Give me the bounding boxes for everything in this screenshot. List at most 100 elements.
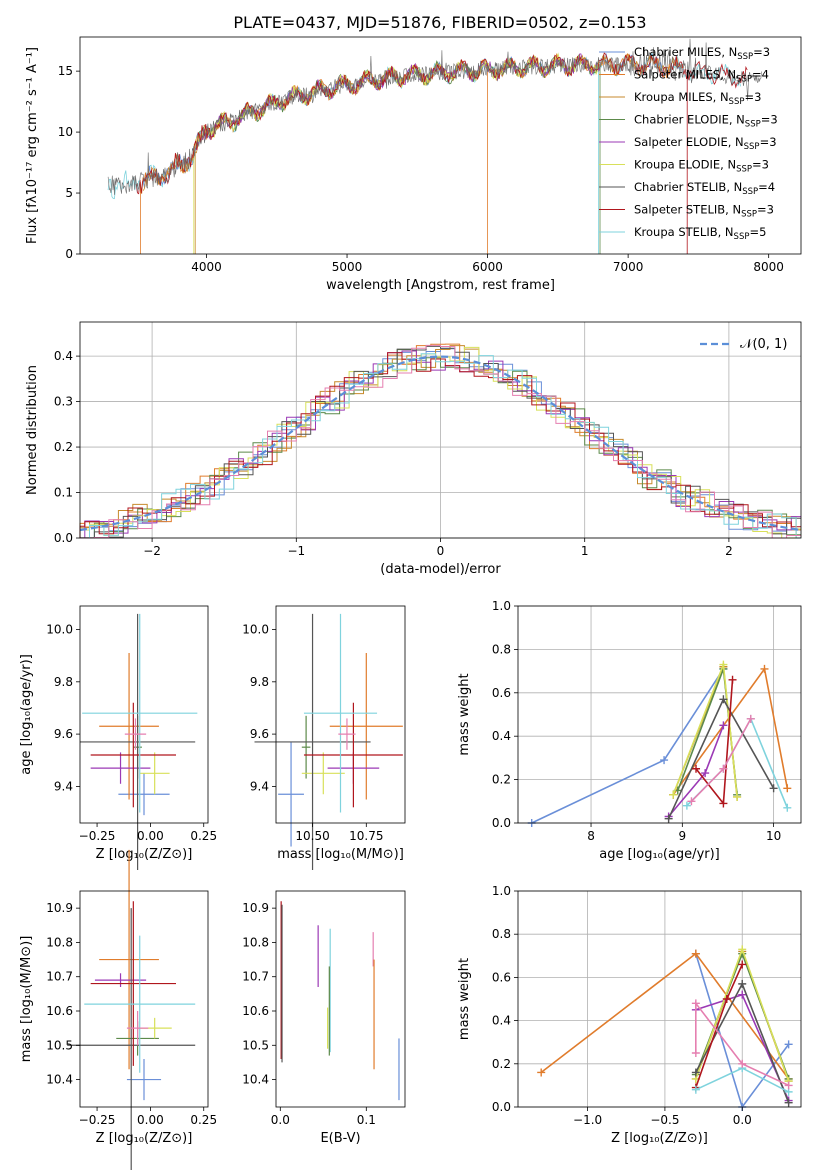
axes-frame [275, 890, 406, 1108]
x-axis-label: Z [log₁₀(Z/Z⊙)] [96, 1131, 193, 1146]
y-tick-label: 1.0 [492, 884, 511, 898]
y-tick-label: 10.4 [46, 1073, 73, 1087]
plot-area-age_vs_mass [254, 613, 403, 871]
x-tick-label: 1 [581, 544, 589, 558]
legend-value: =4 [752, 68, 769, 82]
mass-weight-marker [687, 797, 696, 806]
errorbar-point [278, 741, 304, 847]
axes-frame [517, 605, 802, 824]
errorbar-point [329, 653, 403, 800]
mass-weight-marker [701, 769, 710, 778]
legend-label: Kroupa ELODIE, NSSP=3 [634, 158, 769, 175]
x-tick-label: −2 [143, 544, 161, 558]
x-tick-label: −0.25 [79, 829, 116, 843]
x-tick-label: 10 [766, 829, 781, 843]
plot-area-mass_vs_Z [67, 849, 196, 1170]
mass-weight-marker [692, 764, 701, 773]
axes-age_vs_Z: −0.25 0.00 0.25 9.4 9.6 9.8 10.0 Z [log₁₀(Z/Z⊙)… [19, 605, 217, 862]
mass-weight-marker [719, 721, 728, 730]
x-tick-label: 0.25 [190, 1113, 217, 1127]
y-tick-label: 0.4 [54, 349, 73, 363]
legend-subscript: SSP [741, 210, 757, 220]
mass-weight-marker [664, 814, 673, 823]
legend-label: Salpeter STELIB, NSSP=3 [634, 203, 774, 220]
residual-histogram [80, 353, 801, 539]
y-tick-label: 5 [65, 186, 73, 200]
y-tick-label: 10.9 [242, 901, 269, 915]
legend-subscript: SSP [736, 165, 752, 175]
x-tick-label: 0.00 [137, 829, 164, 843]
y-tick-label: 10.6 [46, 1004, 73, 1018]
errorbar-point [126, 1011, 149, 1046]
y-tick-label: 9.6 [250, 727, 269, 741]
errorbar-point [338, 718, 356, 750]
axes-weight_vs_age: 8 9 10 0.0 0.2 0.4 0.6 0.8 1.0 age [log₁₀(age/yr)… [457, 599, 802, 862]
errorbar-point [118, 773, 170, 816]
plot-area-spectrum [107, 38, 762, 254]
errorbar-point [254, 613, 371, 871]
axes-spectrum: 4000 5000 6000 7000 8000 0 5 10 15 wavelength [An… [25, 36, 802, 293]
errorbar-point [80, 613, 196, 871]
x-tick-label: 0.00 [137, 1113, 164, 1127]
x-tick-label: 10.50 [295, 829, 329, 843]
residual-histogram [79, 352, 801, 538]
mass-weight-line [694, 1000, 789, 1087]
plot-area-weight_vs_age [527, 660, 792, 827]
y-tick-label: 0.0 [54, 531, 73, 545]
legend-value: =3 [753, 45, 770, 59]
y-tick-label: 0.4 [492, 729, 511, 743]
y-axis-label: Flux [fλ10⁻¹⁷ erg cm⁻² s⁻¹ A⁻¹] [25, 47, 40, 244]
y-tick-label: 0.2 [54, 440, 73, 454]
errorbar-point [90, 752, 151, 784]
errorbar-point [126, 1059, 162, 1101]
mass-weight-marker [746, 714, 755, 723]
axes-mass_vs_Z: −0.25 0.00 0.25 10.4 10.5 10.6 10.7 10.8 10.9 Z [… [19, 890, 217, 1146]
legend-subscript: SSP [744, 142, 760, 152]
y-axis-label: mass weight [457, 958, 472, 1040]
mass-weight-marker [722, 995, 731, 1003]
residual-histogram [80, 348, 801, 539]
y-tick-label: 10.5 [242, 1038, 269, 1052]
mass-weight-marker [691, 999, 700, 1008]
mass-weight-marker [719, 695, 728, 704]
legend-label: 𝒩(0, 1) [740, 337, 787, 352]
x-tick-label: 0.1 [357, 1113, 376, 1127]
legend-value: =4 [758, 180, 775, 194]
y-tick-label: 15 [58, 64, 73, 78]
legend-subscript: SSP [734, 232, 750, 242]
y-tick-label: 9.6 [54, 727, 73, 741]
plot-area-age_vs_Z [80, 613, 198, 871]
y-tick-label: 10.6 [242, 1004, 269, 1018]
mass-weight-marker [784, 1040, 793, 1049]
errorbar-point [303, 702, 403, 808]
y-tick-label: 0.6 [492, 686, 511, 700]
legend-value: =3 [757, 203, 774, 217]
x-tick-label: −1 [287, 544, 305, 558]
y-tick-label: 10.8 [242, 935, 269, 949]
x-axis-label: wavelength [Angstrom, rest frame] [326, 278, 555, 293]
figure-title: PLATE=0437, MJD=51876, FIBERID=0502, z=0… [233, 13, 646, 32]
errorbar-point [94, 973, 147, 987]
y-tick-label: 0.8 [492, 642, 511, 656]
axes-frame [79, 605, 209, 824]
legend-subscript: SSP [745, 120, 761, 130]
y-tick-label: 0.1 [54, 486, 73, 500]
legend-value: =3 [752, 158, 769, 172]
x-tick-label: 0.0 [733, 1113, 752, 1127]
panel-residuals: −2 −1 0 1 2 0.0 0.1 0.2 0.3 0.4 (data-model)/error… [25, 321, 802, 577]
y-tick-label: 10.8 [46, 935, 73, 949]
mass-weight-marker [691, 1049, 700, 1057]
y-tick-label: 0.0 [492, 816, 511, 830]
errorbar-point [124, 718, 147, 750]
axes-frame [275, 605, 406, 824]
x-tick-label: 9 [679, 829, 687, 843]
x-tick-label: 5000 [332, 260, 363, 274]
x-tick-label: −0.25 [79, 1113, 116, 1127]
x-tick-label: 8 [587, 829, 595, 843]
axes-residuals: −2 −1 0 1 2 0.0 0.1 0.2 0.3 0.4 (data-model)/error… [25, 321, 802, 577]
mass-weight-marker [738, 990, 747, 999]
mass-weight-marker [769, 784, 778, 793]
panel-mass_vs_Z: −0.25 0.00 0.25 10.4 10.5 10.6 10.7 10.8 10.9 Z [… [19, 849, 217, 1170]
mass-weight-marker [691, 1068, 700, 1077]
